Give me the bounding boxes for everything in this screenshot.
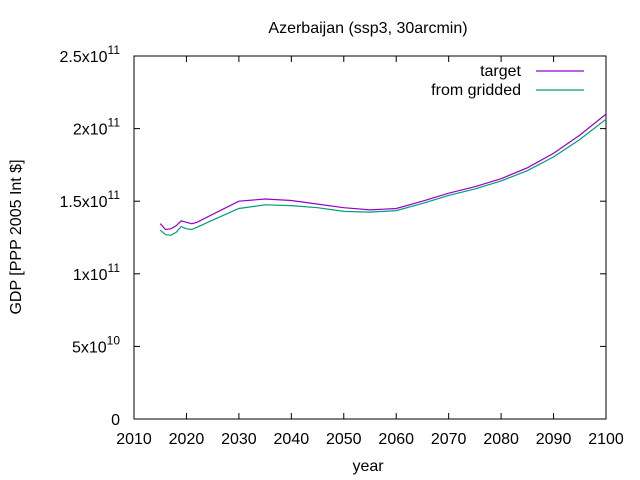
legend: target from gridded (431, 63, 584, 99)
series-line-from-gridded (159, 118, 607, 236)
y-tick-mantissa: 1.5x10 (59, 194, 107, 211)
y-tick-label: 2.5x1011 (59, 43, 120, 66)
series-lines (159, 113, 607, 236)
x-tick-label: 2030 (221, 431, 257, 448)
y-tick-label: 0 (111, 412, 120, 429)
x-tick-label: 2080 (483, 431, 519, 448)
x-tick-label: 2060 (378, 431, 414, 448)
x-tick-label: 2040 (274, 431, 310, 448)
y-tick-label: 1x1011 (73, 261, 120, 284)
y-tick-exponent: 11 (108, 43, 121, 57)
y-tick-mantissa: 1x10 (73, 267, 108, 284)
chart-title: Azerbaijan (ssp3, 30arcmin) (268, 20, 467, 37)
y-axis-label: GDP [PPP 2005 Int $] (8, 159, 25, 314)
plot-frame (133, 55, 607, 420)
x-tick-label: 2050 (326, 431, 362, 448)
y-tick-exponent: 11 (108, 261, 121, 275)
y-tick-exponent: 10 (107, 333, 121, 347)
x-tick-label: 2020 (169, 431, 205, 448)
x-tick-label: 2070 (431, 431, 467, 448)
legend-label: target (480, 63, 521, 80)
legend-label: from gridded (431, 82, 521, 99)
y-tick-label: 1.5x1011 (59, 188, 120, 211)
y-tick-exponent: 11 (108, 188, 121, 202)
x-tick-label: 2010 (116, 431, 152, 448)
y-tick-label: 5x1010 (72, 333, 120, 356)
x-axis-label: year (352, 458, 384, 475)
axis-ticks: 2010 2020 2030 2040 2050 2060 2070 2080 2090 2100… (59, 43, 623, 448)
x-tick-label: 2090 (536, 431, 572, 448)
y-tick-mantissa: 0 (111, 412, 120, 429)
y-tick-label: 2x1011 (73, 116, 120, 139)
y-tick-mantissa: 2x10 (73, 122, 108, 139)
x-tick-label: 2100 (588, 431, 624, 448)
y-tick-mantissa: 2.5x10 (59, 49, 107, 66)
y-tick-mantissa: 5x10 (72, 339, 107, 356)
series-line-target (159, 113, 607, 231)
y-tick-exponent: 11 (108, 116, 121, 130)
